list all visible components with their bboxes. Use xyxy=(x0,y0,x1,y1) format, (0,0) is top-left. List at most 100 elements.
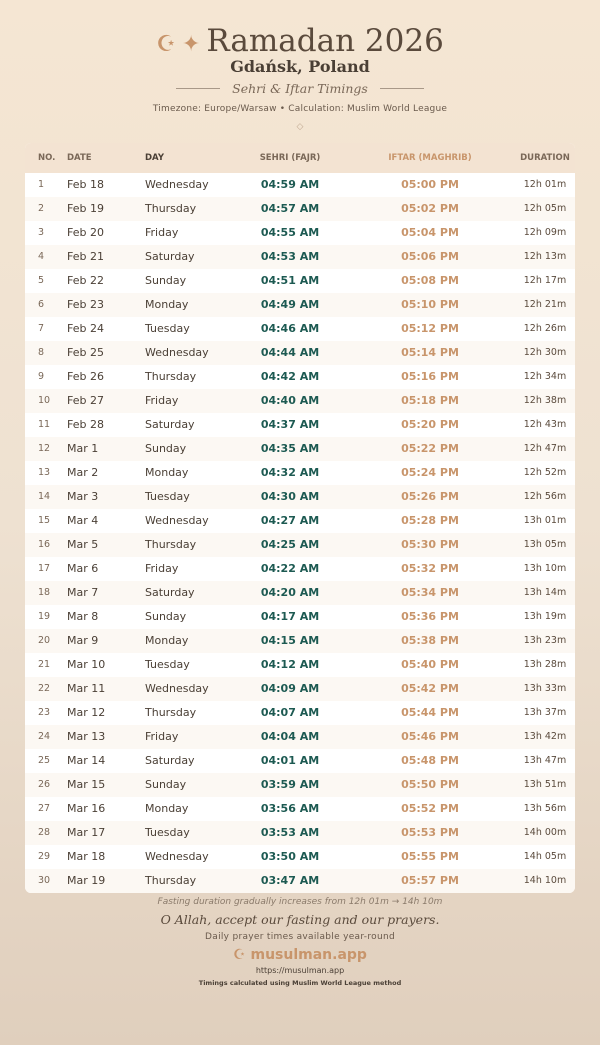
iftar-time: 05:06 PM xyxy=(401,250,459,263)
row-number: 10 xyxy=(38,395,51,406)
fasting-duration: 13h 19m xyxy=(523,611,567,622)
timezone-info: Timezone: Europe/Warsaw • Calculation: M… xyxy=(152,104,448,114)
row-day: Wednesday xyxy=(145,346,209,359)
sehri-time: 04:15 AM xyxy=(260,634,320,647)
row-date: Mar 9 xyxy=(67,634,99,647)
row-day: Tuesday xyxy=(145,826,190,839)
row-day: Wednesday xyxy=(145,178,209,191)
row-day: Saturday xyxy=(145,250,195,263)
row-number: 3 xyxy=(38,227,45,238)
row-date: Feb 19 xyxy=(67,202,104,215)
row-day: Wednesday xyxy=(145,514,209,527)
fasting-duration: 13h 37m xyxy=(523,707,567,718)
iftar-time: 05:52 PM xyxy=(401,802,459,815)
crescent-moon-icon: ☪ xyxy=(233,947,251,963)
row-number: 26 xyxy=(38,779,51,790)
iftar-time: 05:00 PM xyxy=(401,178,459,191)
table-row: 3 Feb 20 Friday 04:55 AM 05:04 PM 12h 09m xyxy=(25,221,575,245)
row-number: 12 xyxy=(38,443,51,454)
sehri-time: 04:42 AM xyxy=(260,370,320,383)
row-day: Saturday xyxy=(145,418,195,431)
row-number: 6 xyxy=(38,299,45,310)
row-day: Thursday xyxy=(145,538,197,551)
duration-note: Fasting duration gradually increases fro… xyxy=(157,897,443,907)
row-date: Mar 16 xyxy=(67,802,106,815)
row-date: Feb 20 xyxy=(67,226,104,239)
table-row: 25 Mar 14 Saturday 04:01 AM 05:48 PM 13h 47m xyxy=(25,749,575,773)
row-number: 30 xyxy=(38,875,51,886)
iftar-time: 05:14 PM xyxy=(401,346,459,359)
row-day: Sunday xyxy=(145,778,187,791)
iftar-time: 05:24 PM xyxy=(401,466,459,479)
table-row: 15 Mar 4 Wednesday 04:27 AM 05:28 PM 13h 01m xyxy=(25,509,575,533)
sehri-time: 04:32 AM xyxy=(260,466,320,479)
row-number: 28 xyxy=(38,827,51,838)
fasting-duration: 13h 28m xyxy=(523,659,567,670)
sehri-time: 04:37 AM xyxy=(260,418,320,431)
row-day: Tuesday xyxy=(145,322,190,335)
star-icon: ✦ xyxy=(181,32,201,57)
table-row: 28 Mar 17 Tuesday 03:53 AM 05:53 PM 14h 00m xyxy=(25,821,575,845)
row-day: Wednesday xyxy=(145,850,209,863)
iftar-time: 05:10 PM xyxy=(401,298,459,311)
table-row: 12 Mar 1 Sunday 04:35 AM 05:22 PM 12h 47m xyxy=(25,437,575,461)
iftar-time: 05:48 PM xyxy=(401,754,459,767)
row-day: Monday xyxy=(145,634,189,647)
dua-text: O Allah, accept our fasting and our pray… xyxy=(160,912,440,927)
row-date: Mar 4 xyxy=(67,514,99,527)
table-row: 4 Feb 21 Saturday 04:53 AM 05:06 PM 12h 13m xyxy=(25,245,575,269)
table-header: NO. DATE DAY SEHRI (FAJR) IFTAR (MAGHRIB… xyxy=(25,143,575,173)
row-date: Mar 8 xyxy=(67,610,99,623)
row-number: 24 xyxy=(38,731,51,742)
sehri-time: 04:40 AM xyxy=(260,394,320,407)
row-date: Mar 14 xyxy=(67,754,106,767)
sehri-time: 03:56 AM xyxy=(260,802,320,815)
row-date: Feb 28 xyxy=(67,418,104,431)
brand-link[interactable]: ☪ musulman.app xyxy=(233,947,367,963)
row-date: Mar 18 xyxy=(67,850,106,863)
fasting-duration: 13h 42m xyxy=(523,731,567,742)
sehri-time: 04:59 AM xyxy=(260,178,320,191)
row-date: Mar 3 xyxy=(67,490,99,503)
row-day: Friday xyxy=(145,394,179,407)
sehri-time: 04:46 AM xyxy=(260,322,320,335)
table-row: 6 Feb 23 Monday 04:49 AM 05:10 PM 12h 21m xyxy=(25,293,575,317)
row-date: Mar 13 xyxy=(67,730,106,743)
row-day: Friday xyxy=(145,562,179,575)
row-number: 19 xyxy=(38,611,51,622)
table-row: 22 Mar 11 Wednesday 04:09 AM 05:42 PM 13h 33m xyxy=(25,677,575,701)
sehri-time: 04:49 AM xyxy=(260,298,320,311)
row-date: Feb 25 xyxy=(67,346,104,359)
sehri-time: 04:30 AM xyxy=(260,490,320,503)
row-day: Tuesday xyxy=(145,490,190,503)
sehri-time: 04:25 AM xyxy=(260,538,320,551)
table-row: 9 Feb 26 Thursday 04:42 AM 05:16 PM 12h 34m xyxy=(25,365,575,389)
row-date: Mar 5 xyxy=(67,538,99,551)
iftar-time: 05:46 PM xyxy=(401,730,459,743)
row-number: 16 xyxy=(38,539,51,550)
sehri-time: 04:35 AM xyxy=(260,442,320,455)
row-date: Feb 23 xyxy=(67,298,104,311)
table-row: 20 Mar 9 Monday 04:15 AM 05:38 PM 13h 23m xyxy=(25,629,575,653)
sehri-time: 04:57 AM xyxy=(260,202,320,215)
iftar-time: 05:50 PM xyxy=(401,778,459,791)
fasting-duration: 13h 47m xyxy=(523,755,567,766)
row-day: Monday xyxy=(145,466,189,479)
column-header: DATE xyxy=(67,153,92,163)
table-row: 8 Feb 25 Wednesday 04:44 AM 05:14 PM 12h 30m xyxy=(25,341,575,365)
row-number: 17 xyxy=(38,563,51,574)
sehri-time: 04:20 AM xyxy=(260,586,320,599)
row-day: Monday xyxy=(145,298,189,311)
row-number: 18 xyxy=(38,587,51,598)
row-number: 15 xyxy=(38,515,51,526)
table-row: 16 Mar 5 Thursday 04:25 AM 05:30 PM 13h 05m xyxy=(25,533,575,557)
diamond-icon: ◇ xyxy=(296,122,304,132)
crescent-moon-icon: ☪ xyxy=(156,32,176,57)
column-header: IFTAR (MAGHRIB) xyxy=(388,153,472,163)
method-note: Timings calculated using Muslim World Le… xyxy=(198,979,402,987)
website-url[interactable]: https://musulman.app xyxy=(255,966,345,975)
iftar-time: 05:12 PM xyxy=(401,322,459,335)
row-date: Mar 7 xyxy=(67,586,99,599)
fasting-duration: 12h 43m xyxy=(523,419,567,430)
row-number: 9 xyxy=(38,371,45,382)
